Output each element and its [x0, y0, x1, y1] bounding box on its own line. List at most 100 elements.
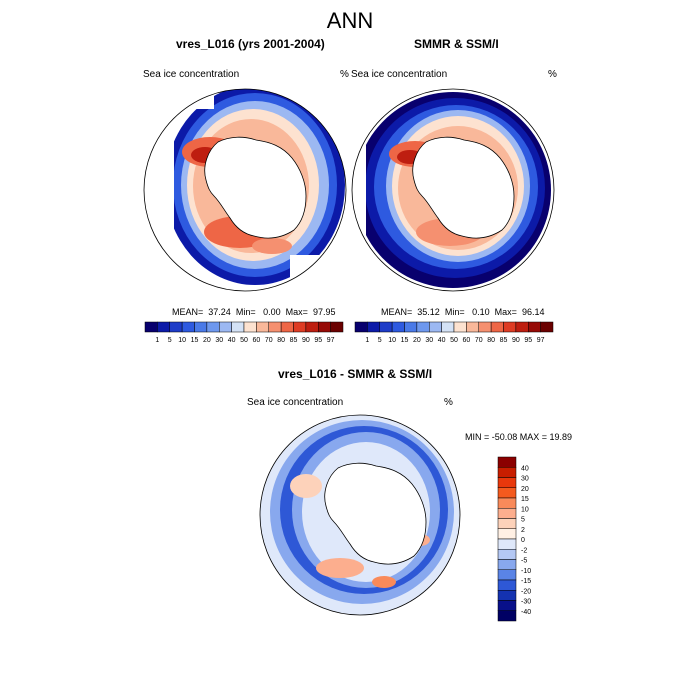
panel-2-colorbar-swatch-3 [391, 321, 405, 333]
panel-3-colorbar-tick-label: 40 [521, 465, 529, 472]
panel-2-colorbar-swatch-9 [466, 321, 479, 333]
panel-2-colorbar-tick-label: 5 [378, 337, 382, 344]
panel-2-colorbar-swatch-8 [453, 321, 467, 333]
panel-1-colorbar-tick-label: 85 [290, 337, 298, 344]
panel-1-colorbar-swatch-11 [280, 321, 294, 333]
panel-2-colorbar-tick-label: 10 [388, 337, 396, 344]
panel-1-colorbar-swatch-13 [305, 321, 319, 333]
panel-2-colorbar-tick-label: 30 [425, 337, 433, 344]
panel-1-colorbar-swatch-2 [169, 321, 183, 333]
panel-1-colorbar-swatch-14 [318, 321, 331, 333]
panel-3-colorbar-tick-label: 15 [521, 496, 529, 503]
panel-3-colorbar-swatch-0 [497, 456, 517, 468]
panel-2-colorbar-tick-label: 15 [401, 337, 409, 344]
panel-2-colorbar-tick-label: 1 [365, 337, 369, 344]
panel-3-colorbar-tick-label: 30 [521, 476, 529, 483]
panel-2-colorbar-swatch-11 [490, 321, 504, 333]
panel-3-colorbar-tick-label: -15 [521, 578, 531, 585]
panel-1-map [143, 88, 347, 292]
panel-2-colorbar-tick-label: 85 [500, 337, 508, 344]
panel-1-colorbar-swatch-7 [231, 321, 245, 333]
panel-1-colorbar-tick-label: 5 [168, 337, 172, 344]
panel-1-variable-label: Sea ice concentration [143, 69, 240, 80]
panel-3-colorbar-tick-label: 10 [521, 506, 529, 513]
panel-3-colorbar-swatch-12 [497, 579, 517, 591]
panel-3-colorbar-tick-label: -20 [521, 588, 531, 595]
panel-3-colorbar-tick-label: -40 [521, 609, 531, 616]
panel-3-colorbar-swatch-11 [497, 569, 517, 581]
panel-3-colorbar-tick-label: -2 [521, 547, 527, 554]
panel-1-colorbar-tick-label: 30 [215, 337, 223, 344]
panel-1-colorbar-swatch-12 [293, 321, 307, 333]
panel-2-colorbar-tick-label: 90 [512, 337, 520, 344]
panel-1-colorbar-swatch-10 [268, 321, 282, 333]
panel-1-colorbar-swatch-8 [243, 321, 257, 333]
panel-1-title: vres_L016 (yrs 2001-2004) [176, 37, 325, 51]
panel-3-colorbar-swatch-13 [497, 590, 517, 601]
panel-3-colorbar-swatch-10 [497, 559, 517, 570]
panel-3-variable-label: Sea ice concentration [247, 397, 344, 408]
panel-2-colorbar-swatch-1 [367, 321, 380, 333]
panel-1-colorbar-tick-label: 40 [228, 337, 236, 344]
panel-3-colorbar-tick-label: -10 [521, 568, 531, 575]
panel-2-colorbar-tick-label: 70 [475, 337, 483, 344]
panel-3-colorbar-tick-label: -30 [521, 599, 531, 606]
panel-1-colorbar: 1 5 10 15 20 30 40 50 60 70 80 85 90 95 97 [144, 321, 344, 344]
panel-2-colorbar-swatch-12 [503, 321, 517, 333]
panel-2-colorbar-swatch-7 [441, 321, 455, 333]
panel-1-colorbar-swatch-15 [330, 321, 344, 333]
panel-3-colorbar-swatch-3 [497, 487, 517, 499]
panel-2-colorbar-swatch-0 [354, 321, 368, 333]
panel-1-colorbar-swatch-0 [144, 321, 158, 333]
panel-2-colorbar-tick-label: 95 [524, 337, 532, 344]
panel-3-colorbar-swatch-4 [497, 497, 517, 509]
panel-3-colorbar-tick-label: 0 [521, 537, 525, 544]
panel-3-colorbar-swatch-2 [497, 477, 517, 488]
panel-3-colorbar-tick-label: 2 [521, 527, 525, 534]
panel-2-colorbar-swatch-4 [404, 321, 418, 333]
panel-3-minmax: MIN = -50.08 MAX = 19.89 [465, 432, 573, 442]
panel-2-colorbar-swatch-10 [478, 321, 492, 333]
panel-2-colorbar-tick-label: 80 [487, 337, 495, 344]
panel-2-colorbar-swatch-5 [416, 321, 430, 333]
panel-1-colorbar-tick-label: 50 [240, 337, 248, 344]
panel-1-colorbar-swatch-1 [157, 321, 170, 333]
panel-3-colorbar-tick-label: 20 [521, 486, 529, 493]
panel-1-colorbar-tick-label: 70 [265, 337, 273, 344]
panel-1-colorbar-tick-label: 20 [203, 337, 211, 344]
panel-2-variable-label: Sea ice concentration [351, 69, 448, 80]
panel-2-colorbar-tick-label: 60 [462, 337, 470, 344]
panel-2-title: SMMR & SSM/I [414, 37, 499, 51]
panel-2-colorbar-tick-label: 20 [413, 337, 421, 344]
panel-2-colorbar-swatch-2 [379, 321, 393, 333]
figure-title: ANN [326, 8, 374, 33]
panel-3-colorbar-tick-label: -5 [521, 558, 527, 565]
panel-1-colorbar-swatch-9 [256, 321, 269, 333]
panel-1-colorbar-swatch-4 [194, 321, 208, 333]
panel-3-title: vres_L016 - SMMR & SSM/I [278, 367, 433, 381]
panel-2-colorbar: 1 5 10 15 20 30 40 50 60 70 80 85 90 95 97 [354, 321, 554, 344]
panel-2-colorbar-swatch-13 [515, 321, 529, 333]
panel-3-colorbar-swatch-1 [497, 467, 517, 478]
panel-1-stats: MEAN= 37.24 Min= 0.00 Max= 97.95 [172, 307, 336, 317]
panel-3-colorbar-swatch-14 [497, 600, 517, 611]
panel-1-colorbar-swatch-5 [206, 321, 220, 333]
panel-2-colorbar-swatch-15 [540, 321, 554, 333]
panel-2-colorbar-swatch-14 [528, 321, 541, 333]
panel-1-colorbar-tick-label: 15 [191, 337, 199, 344]
panel-3-units-label: % [444, 397, 453, 408]
panel-3-colorbar-swatch-15 [497, 610, 517, 622]
panel-2-stats: MEAN= 35.12 Min= 0.10 Max= 96.14 [381, 307, 545, 317]
panel-1-colorbar-tick-label: 97 [327, 337, 335, 344]
panel-3-colorbar-swatch-9 [497, 549, 517, 560]
panel-1-colorbar-tick-label: 90 [302, 337, 310, 344]
panel-1-colorbar-tick-label: 1 [155, 337, 159, 344]
panel-2-colorbar-tick-label: 97 [537, 337, 545, 344]
panel-2-colorbar-tick-label: 40 [438, 337, 446, 344]
panel-3-colorbar-swatch-5 [497, 508, 517, 519]
panel-3-colorbar-swatch-7 [497, 528, 517, 540]
panel-2-units-label: % [548, 69, 557, 80]
panel-2-map [351, 88, 555, 292]
panel-1-colorbar-tick-label: 95 [314, 337, 322, 344]
panel-1-colorbar-tick-label: 60 [252, 337, 260, 344]
